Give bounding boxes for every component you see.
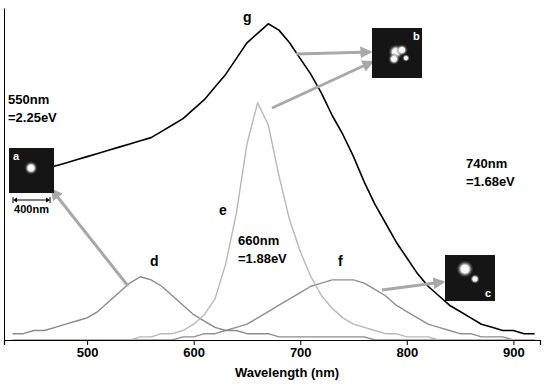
scale-bar-head <box>46 198 50 203</box>
inset-background <box>445 255 495 301</box>
annotation-patch <box>7 91 58 126</box>
annotation-patch <box>465 155 516 190</box>
inset-spot <box>388 53 400 65</box>
curve-label: f <box>338 253 343 269</box>
peak-annotation: 550nm =2.25eV <box>7 91 58 126</box>
y-axis <box>4 9 5 341</box>
pointer-arrow <box>272 62 372 108</box>
y-axis-line <box>4 9 5 341</box>
spectrum-line <box>13 103 535 340</box>
x-tick-label: 500 <box>77 345 99 360</box>
annotation-text: 740nm =1.68eV <box>466 156 515 189</box>
chart: 500 600 700 800 900 Wavelength (nm) a 400nm b c d e… <box>0 0 546 385</box>
peak-annotation: 740nm =1.68eV <box>465 155 516 190</box>
annotation-line: 740nm <box>466 156 507 171</box>
inset-spot <box>456 260 474 278</box>
annotation-line: 660nm <box>238 233 279 248</box>
curve-label: g <box>243 9 252 25</box>
curve-label: e <box>219 202 227 218</box>
x-tick: 500 <box>77 340 99 360</box>
annotation-text: 660nm =1.88eV <box>238 233 287 266</box>
inset-spot <box>470 274 480 284</box>
spectrum-line <box>13 24 535 334</box>
annotation-patch <box>237 232 288 267</box>
inset-letter: a <box>13 150 20 162</box>
pointer-arrow <box>52 190 128 286</box>
annotation-line: 550nm <box>8 92 49 107</box>
x-tick: 700 <box>290 340 312 360</box>
inset-background <box>9 148 54 193</box>
curve-label: d <box>150 253 159 269</box>
peak-annotation: 660nm =1.88eV <box>237 232 288 267</box>
x-tick: 900 <box>503 340 525 360</box>
x-tick: 600 <box>183 340 205 360</box>
inset-image: a 400nm <box>9 148 54 215</box>
scale-bar-head <box>13 198 17 203</box>
scale-bar <box>16 200 47 201</box>
inset-spot <box>24 161 38 175</box>
x-tick-label: 700 <box>290 345 312 360</box>
pointer-arrow <box>296 52 370 54</box>
x-tick: 800 <box>396 340 418 360</box>
annotation-text: 550nm =2.25eV <box>8 92 57 125</box>
arrows <box>52 52 443 290</box>
pointer-arrow <box>382 282 443 290</box>
x-axis: 500 600 700 800 900 <box>5 340 541 360</box>
annotation-line: =1.88eV <box>238 251 287 266</box>
annotation-line: =2.25eV <box>8 110 57 125</box>
x-tick-label: 800 <box>396 345 418 360</box>
scale-bar-label: 400nm <box>14 203 49 215</box>
inset-background <box>372 28 422 78</box>
curves <box>13 24 535 340</box>
inset-image: c <box>445 255 495 301</box>
inset-spot <box>402 54 410 62</box>
x-tick-label: 900 <box>503 345 525 360</box>
x-tick-label: 600 <box>183 345 205 360</box>
inset-letter: b <box>413 30 420 42</box>
inset-image: b <box>372 28 422 78</box>
x-axis-title: Wavelength (nm) <box>235 365 339 380</box>
annotation-line: =1.68eV <box>466 174 515 189</box>
scale-bar-end <box>50 197 51 203</box>
inset-letter: c <box>485 287 491 299</box>
